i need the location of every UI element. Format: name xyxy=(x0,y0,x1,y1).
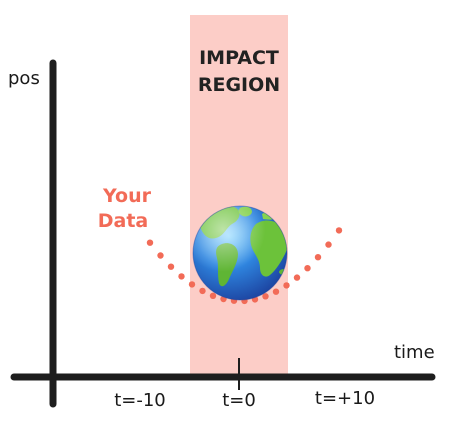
data-dot xyxy=(167,263,175,270)
your-data-label-line1: Your xyxy=(102,185,152,207)
x-axis-label: time xyxy=(394,342,435,363)
data-dot xyxy=(209,292,217,299)
data-dot xyxy=(157,252,164,259)
data-dot xyxy=(293,274,301,281)
impact-region-label-line1: IMPACT xyxy=(199,47,279,69)
data-dot xyxy=(325,241,332,248)
data-dot xyxy=(188,281,196,288)
impact-region-label-line2: REGION xyxy=(198,74,280,96)
data-dot xyxy=(283,282,290,289)
data-dot xyxy=(304,265,311,272)
data-dot xyxy=(199,287,206,295)
tick-label-plus10: t=+10 xyxy=(315,388,375,409)
data-dot xyxy=(272,288,280,295)
tick-label-minus10: t=-10 xyxy=(114,390,166,411)
data-dot xyxy=(335,227,343,234)
your-data-label-line2: Data xyxy=(98,210,149,232)
y-axis-label: pos xyxy=(8,68,40,89)
data-dot xyxy=(146,239,154,246)
data-dots-curve xyxy=(146,227,343,305)
tick-label-zero: t=0 xyxy=(222,390,256,411)
data-dot xyxy=(178,273,185,280)
data-dot xyxy=(314,254,322,261)
impact-region-band xyxy=(190,15,288,377)
earth-globe-icon xyxy=(192,205,288,301)
data-dot xyxy=(262,293,269,300)
